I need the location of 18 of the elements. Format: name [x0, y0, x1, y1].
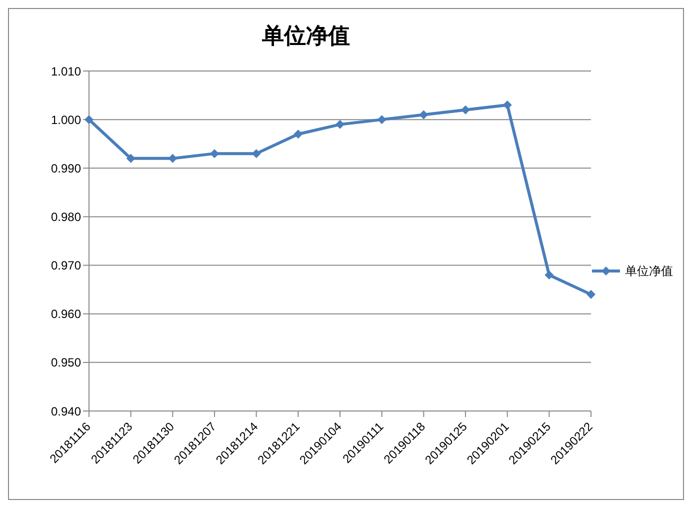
point — [419, 110, 428, 120]
chart-title: 单位净值 — [261, 22, 351, 51]
y-tick-label: 1.000 — [50, 112, 82, 127]
y-tick-label: 0.970 — [50, 258, 82, 273]
y-tick-label: 0.940 — [50, 404, 82, 418]
y-tick-label: 0.950 — [50, 356, 82, 370]
y-tick-label: 0.990 — [50, 161, 82, 176]
y-tick-label: 1.010 — [50, 64, 82, 78]
y-tick-label: 0.980 — [50, 210, 82, 224]
point — [210, 149, 219, 158]
point — [502, 100, 512, 110]
point — [544, 270, 554, 280]
legend-label: 单位净值 — [625, 262, 673, 280]
y-tick-label: 0.960 — [50, 307, 82, 322]
point — [586, 290, 596, 299]
point — [294, 130, 303, 139]
point — [461, 105, 470, 114]
point — [336, 120, 344, 129]
